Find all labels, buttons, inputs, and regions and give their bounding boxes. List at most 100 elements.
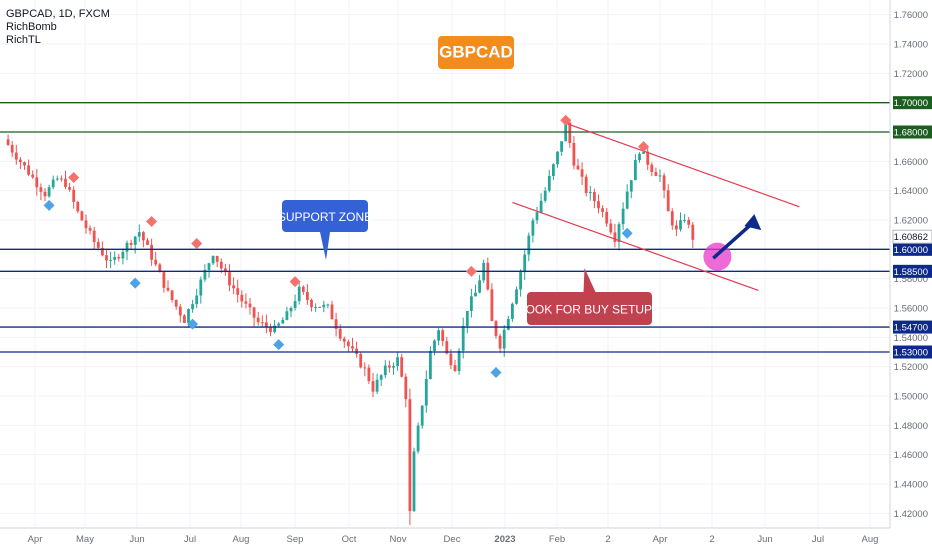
- candle: [351, 337, 354, 352]
- candle-body: [670, 211, 674, 226]
- candle: [289, 306, 293, 318]
- buy-setups-label[interactable]: LOOK FOR BUY SETUPS: [519, 268, 660, 325]
- candle-body: [584, 176, 588, 194]
- candle: [125, 240, 129, 261]
- candle-body: [675, 225, 678, 230]
- candle-body: [334, 319, 338, 329]
- candle: [306, 284, 309, 305]
- indicator-richbomb[interactable]: RichBomb: [6, 21, 57, 33]
- candle-body: [19, 159, 22, 163]
- price-tick-label: 1.46000: [894, 450, 928, 461]
- candle: [363, 362, 367, 377]
- candle: [31, 170, 35, 179]
- candle: [330, 301, 334, 320]
- candle-body: [166, 287, 170, 291]
- price-tick-label: 1.62000: [894, 216, 928, 227]
- candle-body: [47, 187, 51, 197]
- candle-body: [424, 379, 428, 406]
- candle: [506, 315, 510, 331]
- candle-body: [478, 280, 481, 293]
- support-zone-label[interactable]: SUPPORT ZONE: [278, 200, 372, 260]
- level-tag-text: 1.53000: [894, 348, 928, 359]
- support-zone-label-text: SUPPORT ZONE: [278, 210, 372, 224]
- candle-body: [273, 325, 276, 333]
- time-tick-label: Aug: [862, 534, 879, 545]
- candle: [60, 175, 63, 182]
- buy-marker: [43, 199, 55, 211]
- candle: [88, 225, 92, 235]
- candle-body: [457, 350, 461, 372]
- time-tick-label: Feb: [549, 534, 565, 545]
- candle-body: [80, 211, 84, 221]
- candle: [465, 310, 469, 334]
- candle: [281, 317, 285, 324]
- candle-body: [27, 165, 30, 175]
- candle: [203, 264, 207, 282]
- candle-body: [433, 340, 436, 351]
- candle: [285, 306, 289, 321]
- candle-body: [375, 379, 379, 392]
- candle: [556, 151, 559, 168]
- candle: [133, 235, 137, 254]
- projection-arrow-shaft: [712, 222, 753, 260]
- candle: [371, 373, 375, 398]
- candle: [535, 206, 539, 225]
- candle: [511, 302, 514, 322]
- candle: [388, 360, 391, 373]
- candle: [404, 373, 408, 408]
- candle-body: [388, 365, 391, 368]
- candle-body: [650, 164, 654, 173]
- candle: [19, 157, 22, 169]
- candle-body: [408, 399, 412, 512]
- time-axis[interactable]: Apr May Jun Jul Aug Sep Oct Nov Dec 2023 Feb 2 Apr 2 J…: [0, 527, 890, 545]
- candle-body: [613, 232, 617, 242]
- time-tick-label: Oct: [342, 534, 357, 545]
- candle-body: [117, 256, 121, 259]
- price-axis[interactable]: 1.42000 1.44000 1.46000 1.48000 1.50000 1.520…: [889, 0, 932, 550]
- candle: [39, 183, 43, 201]
- level-tag-text: 1.70000: [894, 98, 928, 109]
- candle: [424, 370, 428, 413]
- candle: [429, 346, 432, 380]
- candle: [531, 218, 535, 243]
- time-tick-label: Aug: [233, 534, 250, 545]
- candle-body: [347, 341, 350, 347]
- candle: [228, 264, 231, 292]
- candle-body: [133, 236, 137, 245]
- candle-body: [400, 357, 404, 377]
- candle: [162, 271, 166, 293]
- candle-body: [437, 330, 440, 341]
- candle-body: [342, 338, 346, 342]
- candle-body: [96, 242, 100, 248]
- candle: [105, 248, 108, 269]
- chart-grid: [0, 0, 890, 528]
- candle-body: [576, 165, 580, 170]
- candle-body: [146, 240, 149, 245]
- candle-body: [43, 191, 47, 197]
- title-badge[interactable]: GBPCAD: [438, 36, 514, 69]
- projection-arrow-head: [744, 214, 762, 231]
- candle: [232, 277, 235, 295]
- candle: [174, 299, 178, 310]
- candle: [613, 223, 617, 248]
- candle: [215, 255, 219, 268]
- candle: [224, 263, 227, 276]
- candle: [593, 188, 596, 209]
- indicator-richtl[interactable]: RichTL: [6, 34, 41, 46]
- candle: [654, 167, 658, 177]
- candle-body: [203, 269, 207, 280]
- candle-body: [429, 350, 432, 380]
- candle: [84, 214, 88, 234]
- level-tag: [893, 242, 932, 256]
- candle: [96, 238, 100, 251]
- candle: [433, 339, 436, 356]
- time-tick-label: May: [76, 534, 94, 545]
- candle-body: [416, 425, 420, 452]
- candle-body: [170, 290, 174, 300]
- candle-body: [601, 208, 604, 212]
- candle-body: [14, 152, 18, 160]
- candle-body: [240, 294, 244, 302]
- symbol-line[interactable]: GBPCAD, 1D, FXCM: [6, 8, 110, 20]
- candle-body: [486, 262, 490, 290]
